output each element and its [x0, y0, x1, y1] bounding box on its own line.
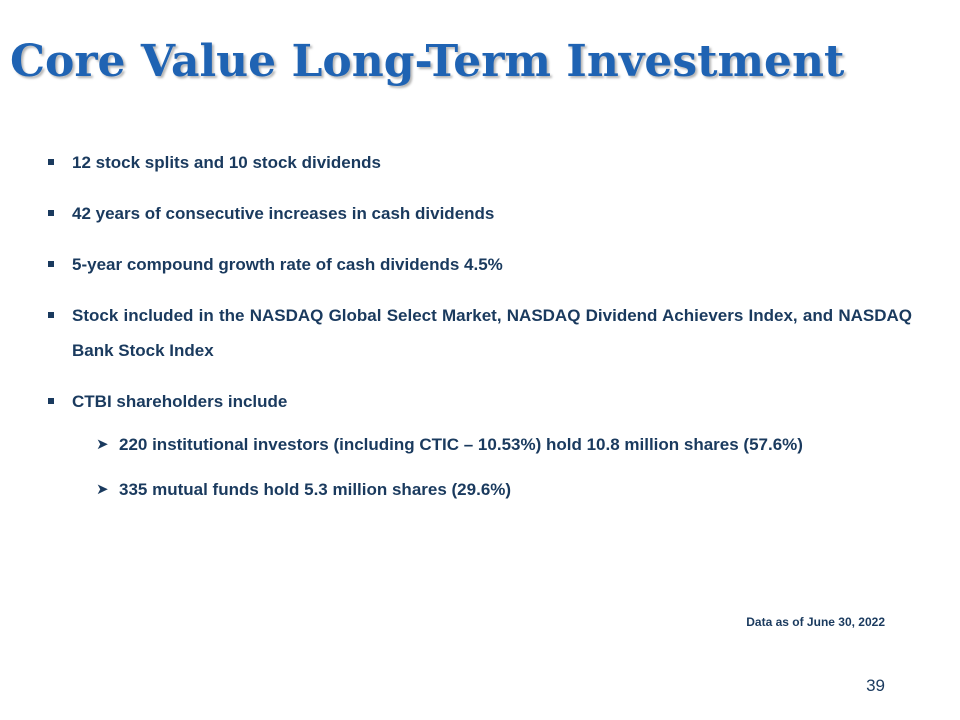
bullet-list: 12 stock splits and 10 stock dividends 4… [48, 145, 912, 523]
sub-bullet-list: ➤ 220 institutional investors (including… [96, 427, 912, 507]
bullet-item: CTBI shareholders include ➤ 220 institut… [48, 384, 912, 507]
bullet-text: 12 stock splits and 10 stock dividends [72, 153, 381, 172]
square-bullet-icon [48, 159, 54, 165]
arrow-bullet-icon: ➤ [96, 481, 109, 498]
bullet-item: 12 stock splits and 10 stock dividends [48, 145, 912, 180]
sub-bullet-item: ➤ 220 institutional investors (including… [96, 427, 912, 462]
data-date-footnote: Data as of June 30, 2022 [746, 615, 885, 629]
square-bullet-icon [48, 398, 54, 404]
arrow-bullet-icon: ➤ [96, 436, 109, 453]
bullet-text: Stock included in the NASDAQ Global Sele… [72, 306, 912, 360]
bullet-text: CTBI shareholders include [72, 392, 288, 411]
bullet-text: 5-year compound growth rate of cash divi… [72, 255, 503, 274]
sub-bullet-text: 335 mutual funds hold 5.3 million shares… [119, 480, 512, 499]
bullet-item: 42 years of consecutive increases in cas… [48, 196, 912, 231]
sub-bullet-text: 220 institutional investors (including C… [119, 435, 803, 454]
square-bullet-icon [48, 312, 54, 318]
slide-title: Core Value Long-Term Investment [10, 36, 845, 87]
page-number: 39 [866, 676, 885, 695]
square-bullet-icon [48, 210, 54, 216]
bullet-item: Stock included in the NASDAQ Global Sele… [48, 298, 912, 368]
bullet-item: 5-year compound growth rate of cash divi… [48, 247, 912, 282]
sub-bullet-item: ➤ 335 mutual funds hold 5.3 million shar… [96, 472, 912, 507]
square-bullet-icon [48, 261, 54, 267]
bullet-text: 42 years of consecutive increases in cas… [72, 204, 495, 223]
